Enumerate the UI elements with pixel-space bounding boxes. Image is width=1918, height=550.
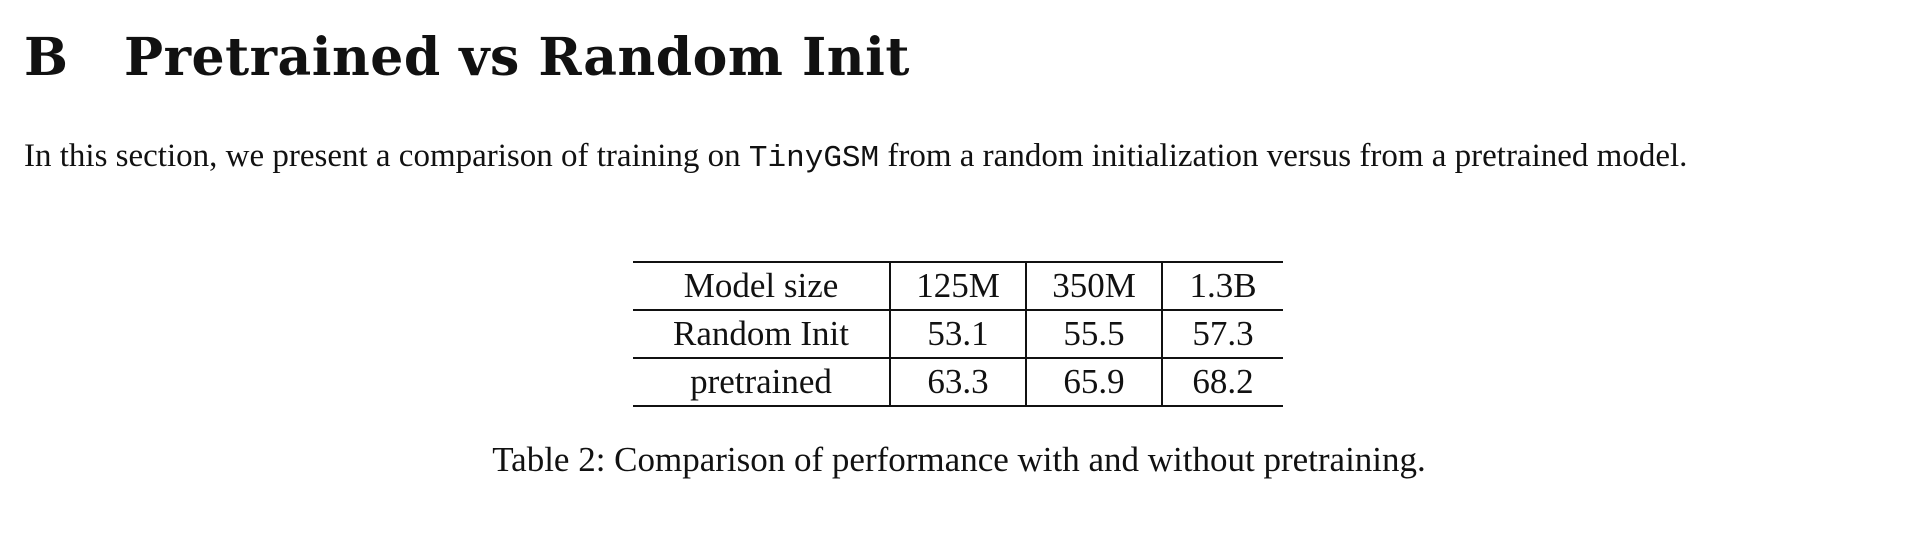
table-row: pretrained 63.3 65.9 68.2	[633, 357, 1283, 407]
table-caption: Table 2: Comparison of performance with …	[492, 440, 1426, 479]
section-paragraph: In this section, we present a comparison…	[24, 134, 1894, 181]
table-cell: 63.3	[890, 357, 1027, 407]
table-header-cell: Model size	[633, 261, 891, 311]
section-heading: B Pretrained vs Random Init	[24, 26, 910, 90]
table-row: Random Init 53.1 55.5 57.3	[633, 309, 1283, 359]
table-cell: 68.2	[1162, 357, 1283, 407]
table-cell: 65.9	[1026, 357, 1163, 407]
paragraph-text-after: from a random initialization versus from…	[879, 138, 1688, 174]
table-header-row: Model size 125M 350M 1.3B	[633, 261, 1283, 311]
table-header-cell: 1.3B	[1162, 261, 1283, 311]
results-table: Model size 125M 350M 1.3B Random Init 53…	[633, 261, 1283, 407]
section-number: B	[24, 27, 69, 88]
table-header-cell: 125M	[890, 261, 1027, 311]
table-cell: 55.5	[1026, 309, 1163, 359]
paragraph-text-before: In this section, we present a comparison…	[24, 138, 749, 174]
dataset-name-code: TinyGSM	[748, 141, 880, 176]
table-cell: 57.3	[1162, 309, 1283, 359]
table-row-label: pretrained	[633, 357, 891, 407]
table-row-label: Random Init	[633, 309, 891, 359]
section-title: Pretrained vs Random Init	[124, 27, 910, 88]
table-cell: 53.1	[890, 309, 1027, 359]
table-header-cell: 350M	[1026, 261, 1163, 311]
